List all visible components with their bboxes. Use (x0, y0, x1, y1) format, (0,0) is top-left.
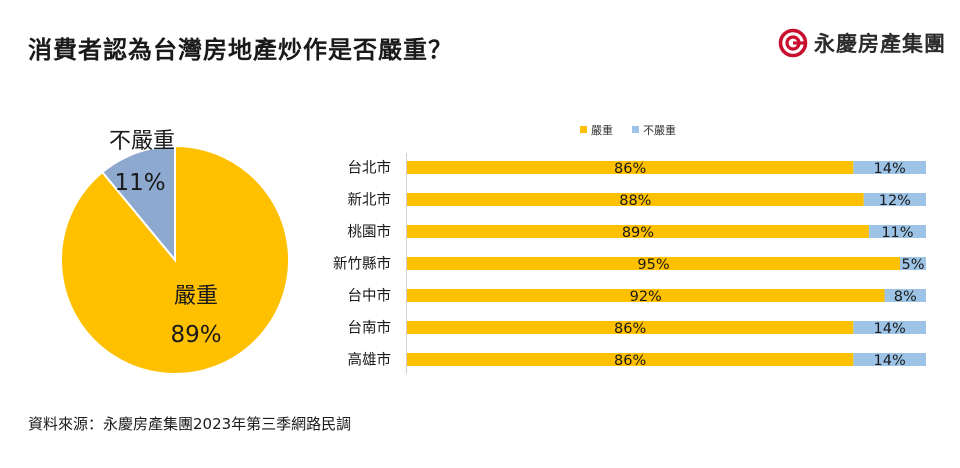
brand-logo: 永慶房產集團 (778, 28, 946, 58)
bar-segment (900, 257, 926, 270)
bar-segment (407, 225, 869, 238)
legend-label: 嚴重 (591, 123, 613, 137)
legend-swatch (632, 126, 639, 133)
pie-slice-not-severe (100, 144, 176, 263)
bar-segment (407, 161, 854, 174)
source-note: 資料來源：永慶房產集團2023年第三季網路民調 (28, 415, 352, 433)
data-label: 95% (637, 257, 669, 273)
legend-swatch (580, 126, 587, 133)
bar-segment (853, 353, 926, 366)
spiral-logo-icon (778, 28, 808, 58)
pie-value-not-severe: 11% (114, 170, 165, 196)
bar-segment (853, 321, 926, 334)
bar-segment (407, 289, 885, 302)
data-label: 89% (622, 225, 654, 241)
bar-segment (884, 289, 926, 302)
pie-label-not-severe: 不嚴重 (109, 129, 175, 154)
bar-segment (407, 321, 854, 334)
data-label: 86% (614, 321, 646, 337)
y-tick-label: 台中市 (348, 288, 392, 305)
data-label: 88% (619, 193, 651, 209)
bar-segment (863, 193, 926, 206)
y-tick-label: 桃園市 (348, 224, 392, 241)
page-title: 消費者認為台灣房地產炒作是否嚴重？ (28, 36, 453, 64)
bar-segment (407, 257, 901, 270)
bar-segment (407, 193, 864, 206)
legend-label: 不嚴重 (643, 123, 676, 137)
data-label: 5% (902, 257, 925, 273)
data-label: 92% (630, 289, 662, 305)
pie-label-severe: 嚴重 (174, 284, 218, 309)
bar-segment (853, 161, 926, 174)
y-tick-label: 台北市 (348, 160, 392, 177)
y-tick-label: 台南市 (348, 320, 392, 337)
pie-value-severe: 89% (170, 322, 221, 348)
data-label: 14% (874, 353, 906, 369)
data-label: 11% (881, 225, 913, 241)
data-label: 14% (874, 321, 906, 337)
data-label: 14% (874, 161, 906, 177)
data-label: 86% (614, 353, 646, 369)
y-tick-label: 新北市 (348, 192, 392, 209)
y-tick-label: 新竹縣市 (333, 256, 391, 273)
data-label: 8% (894, 289, 917, 305)
bar-segment (407, 353, 854, 366)
bar-segment (868, 225, 926, 238)
data-label: 86% (614, 161, 646, 177)
brand-name: 永慶房產集團 (814, 32, 946, 56)
pie-chart: 嚴重 89% 不嚴重 11% (60, 129, 290, 375)
y-tick-label: 高雄市 (348, 352, 392, 369)
data-label: 12% (879, 193, 911, 209)
plot-frame (331, 110, 939, 369)
